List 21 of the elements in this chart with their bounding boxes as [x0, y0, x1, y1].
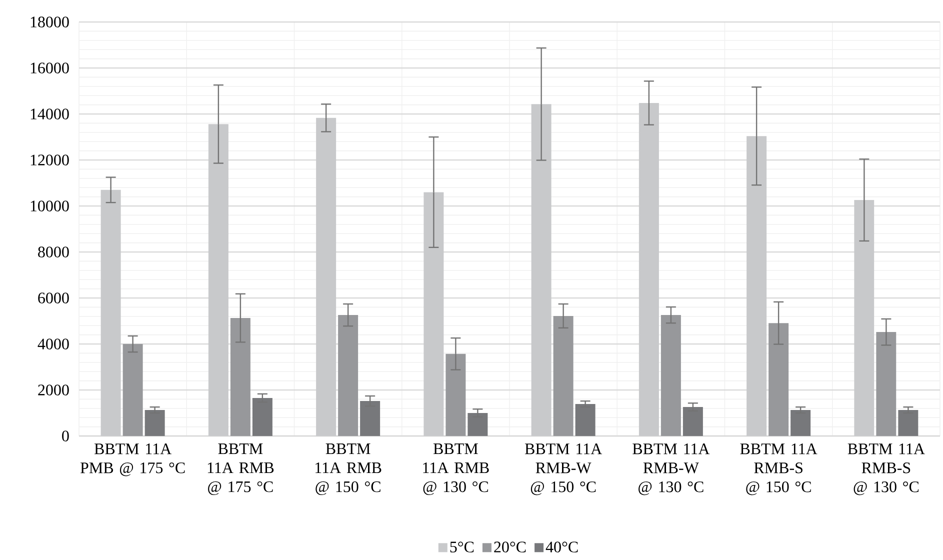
y-tick-label: 4000: [38, 338, 69, 350]
legend-label: 20°C: [494, 542, 526, 552]
y-tick-label: 6000: [38, 292, 69, 304]
y-tick-label: 10000: [30, 200, 69, 212]
x-tick-label: BBTM 11A RMB @ 150 °C: [316, 444, 382, 496]
x-tick-label: BBTM 11A RMB-S @ 150 °C: [740, 444, 818, 496]
legend-label: 5°C: [450, 542, 474, 552]
x-tick-label: BBTM 11A RMB-W @ 150 °C: [524, 444, 602, 496]
x-tick-label: BBTM 11A PMB @ 175 °C: [80, 444, 185, 476]
x-tick-label: BBTM 11A RMB-W @ 130 °C: [632, 444, 710, 496]
legend-label: 40°C: [546, 542, 578, 552]
x-tick-label: BBTM 11A RMB-S @ 130 °C: [848, 444, 925, 496]
y-tick-label: 12000: [30, 154, 69, 166]
y-tick-label: 0: [62, 430, 69, 442]
y-tick-label: 8000: [38, 246, 69, 258]
y-tick-label: 18000: [30, 16, 69, 28]
x-tick-label: BBTM 11A RMB @ 130 °C: [423, 444, 489, 496]
y-tick-label: 2000: [38, 384, 69, 396]
y-tick-label: 16000: [30, 62, 69, 74]
y-tick-label: 14000: [30, 108, 69, 120]
x-tick-label: BBTM 11A RMB @ 175 °C: [208, 444, 274, 496]
